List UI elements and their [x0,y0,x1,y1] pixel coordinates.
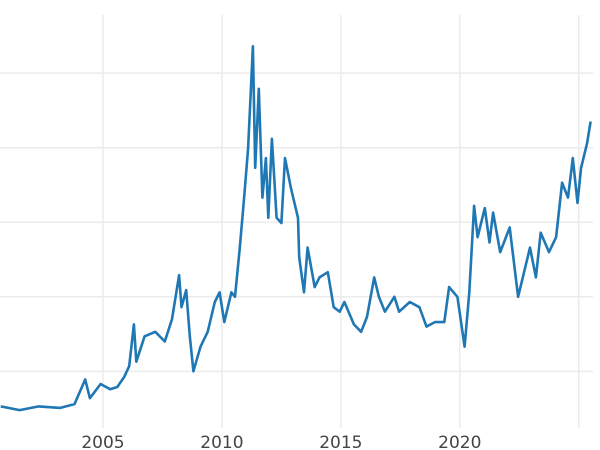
series-line [0,44,592,412]
x-tick-label: 2005 [81,433,124,450]
x-tick-label: 2010 [200,433,243,450]
x-tick-label: 2020 [438,433,481,450]
x-tick-label: 2015 [319,433,362,450]
series [0,44,592,412]
x-axis-ticks: 2005 2010 2015 2020 [81,433,481,450]
grid [0,15,593,428]
